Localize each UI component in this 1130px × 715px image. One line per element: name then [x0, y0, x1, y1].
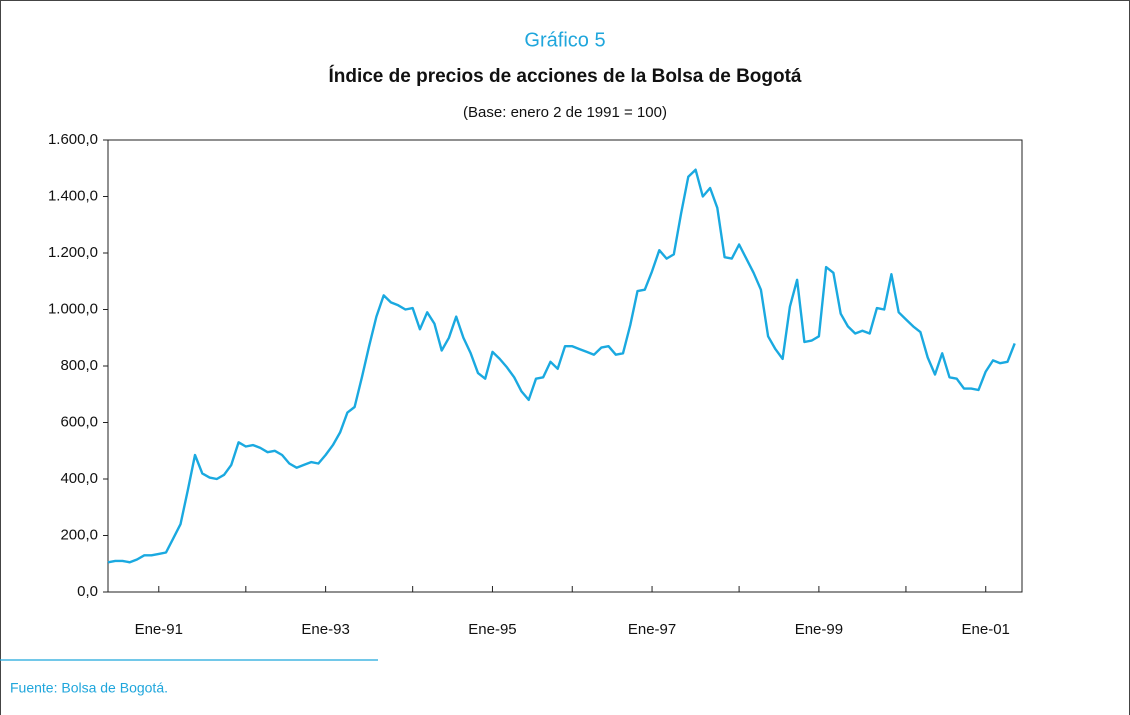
series-line — [107, 168, 1016, 564]
x-tick-label: Ene-99 — [795, 621, 843, 638]
chart-kicker: Gráfico 5 — [524, 29, 605, 51]
x-tick-label: Ene-95 — [468, 621, 516, 638]
chart-subtitle: (Base: enero 2 de 1991 = 100) — [463, 104, 667, 121]
chart-title: Índice de precios de acciones de la Bols… — [328, 65, 801, 87]
y-tick-label: 600,0 — [60, 413, 98, 430]
y-tick-label: 1.000,0 — [48, 300, 98, 317]
source-note: Fuente: Bolsa de Bogotá. — [10, 680, 168, 696]
y-tick-label: 0,0 — [77, 583, 98, 600]
y-tick-label: 1.600,0 — [48, 131, 98, 148]
plot-frame — [107, 139, 1023, 593]
y-tick-label: 200,0 — [60, 526, 98, 543]
x-tick-label: Ene-91 — [135, 621, 183, 638]
y-tick-label: 400,0 — [60, 470, 98, 487]
x-tick-label: Ene-93 — [301, 621, 349, 638]
x-tick-label: Ene-97 — [628, 621, 676, 638]
y-tick-label: 1.400,0 — [48, 187, 98, 204]
x-tick-label: Ene-01 — [962, 621, 1010, 638]
y-tick-label: 800,0 — [60, 357, 98, 374]
y-tick-label: 1.200,0 — [48, 244, 98, 261]
